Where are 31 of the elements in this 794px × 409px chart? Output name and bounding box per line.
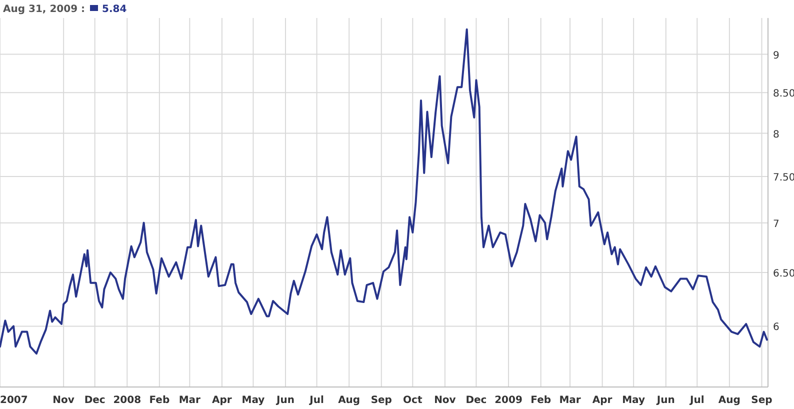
x-tick-label: Jun	[276, 395, 295, 406]
y-tick-label: 7	[773, 218, 780, 230]
x-tick-label: 2008	[113, 395, 142, 406]
x-tick-label: Jun	[656, 395, 675, 406]
x-tick-label: Apr	[592, 395, 612, 406]
x-tick-label: 2007	[0, 395, 28, 406]
y-tick-label: 6	[773, 322, 780, 334]
x-tick-label: Feb	[149, 395, 170, 406]
x-tick-label: 2009	[494, 395, 522, 406]
text: 5.84	[102, 4, 127, 15]
x-tick-label: Jul	[689, 395, 704, 406]
x-tick-label: Apr	[212, 395, 232, 406]
y-tick-label: 8	[773, 129, 780, 140]
y-tick-label: 9	[773, 50, 780, 62]
x-tick-label: Mar	[178, 395, 201, 406]
x-tick-label: May	[622, 395, 646, 406]
x-tick-label: Dec	[466, 395, 487, 406]
x-tick-label: Sep	[370, 395, 392, 406]
x-tick-label: May	[242, 395, 266, 406]
x-tick-label: Sep	[751, 395, 772, 406]
x-tick-label: Aug	[338, 395, 360, 406]
x-tick-label: Feb	[530, 395, 552, 406]
line-series	[0, 28, 768, 355]
x-tick-label: Dec	[84, 395, 106, 406]
x-tick-label: Oct	[403, 395, 422, 406]
x-tick-label: Nov	[434, 395, 456, 406]
x-tick-label: Aug	[718, 395, 740, 406]
x-tick-label: Jul	[308, 395, 324, 406]
text: Aug 31, 2009 :	[3, 4, 86, 15]
x-tick-label: Mar	[559, 395, 581, 406]
x-tick-label: Nov	[52, 395, 75, 406]
